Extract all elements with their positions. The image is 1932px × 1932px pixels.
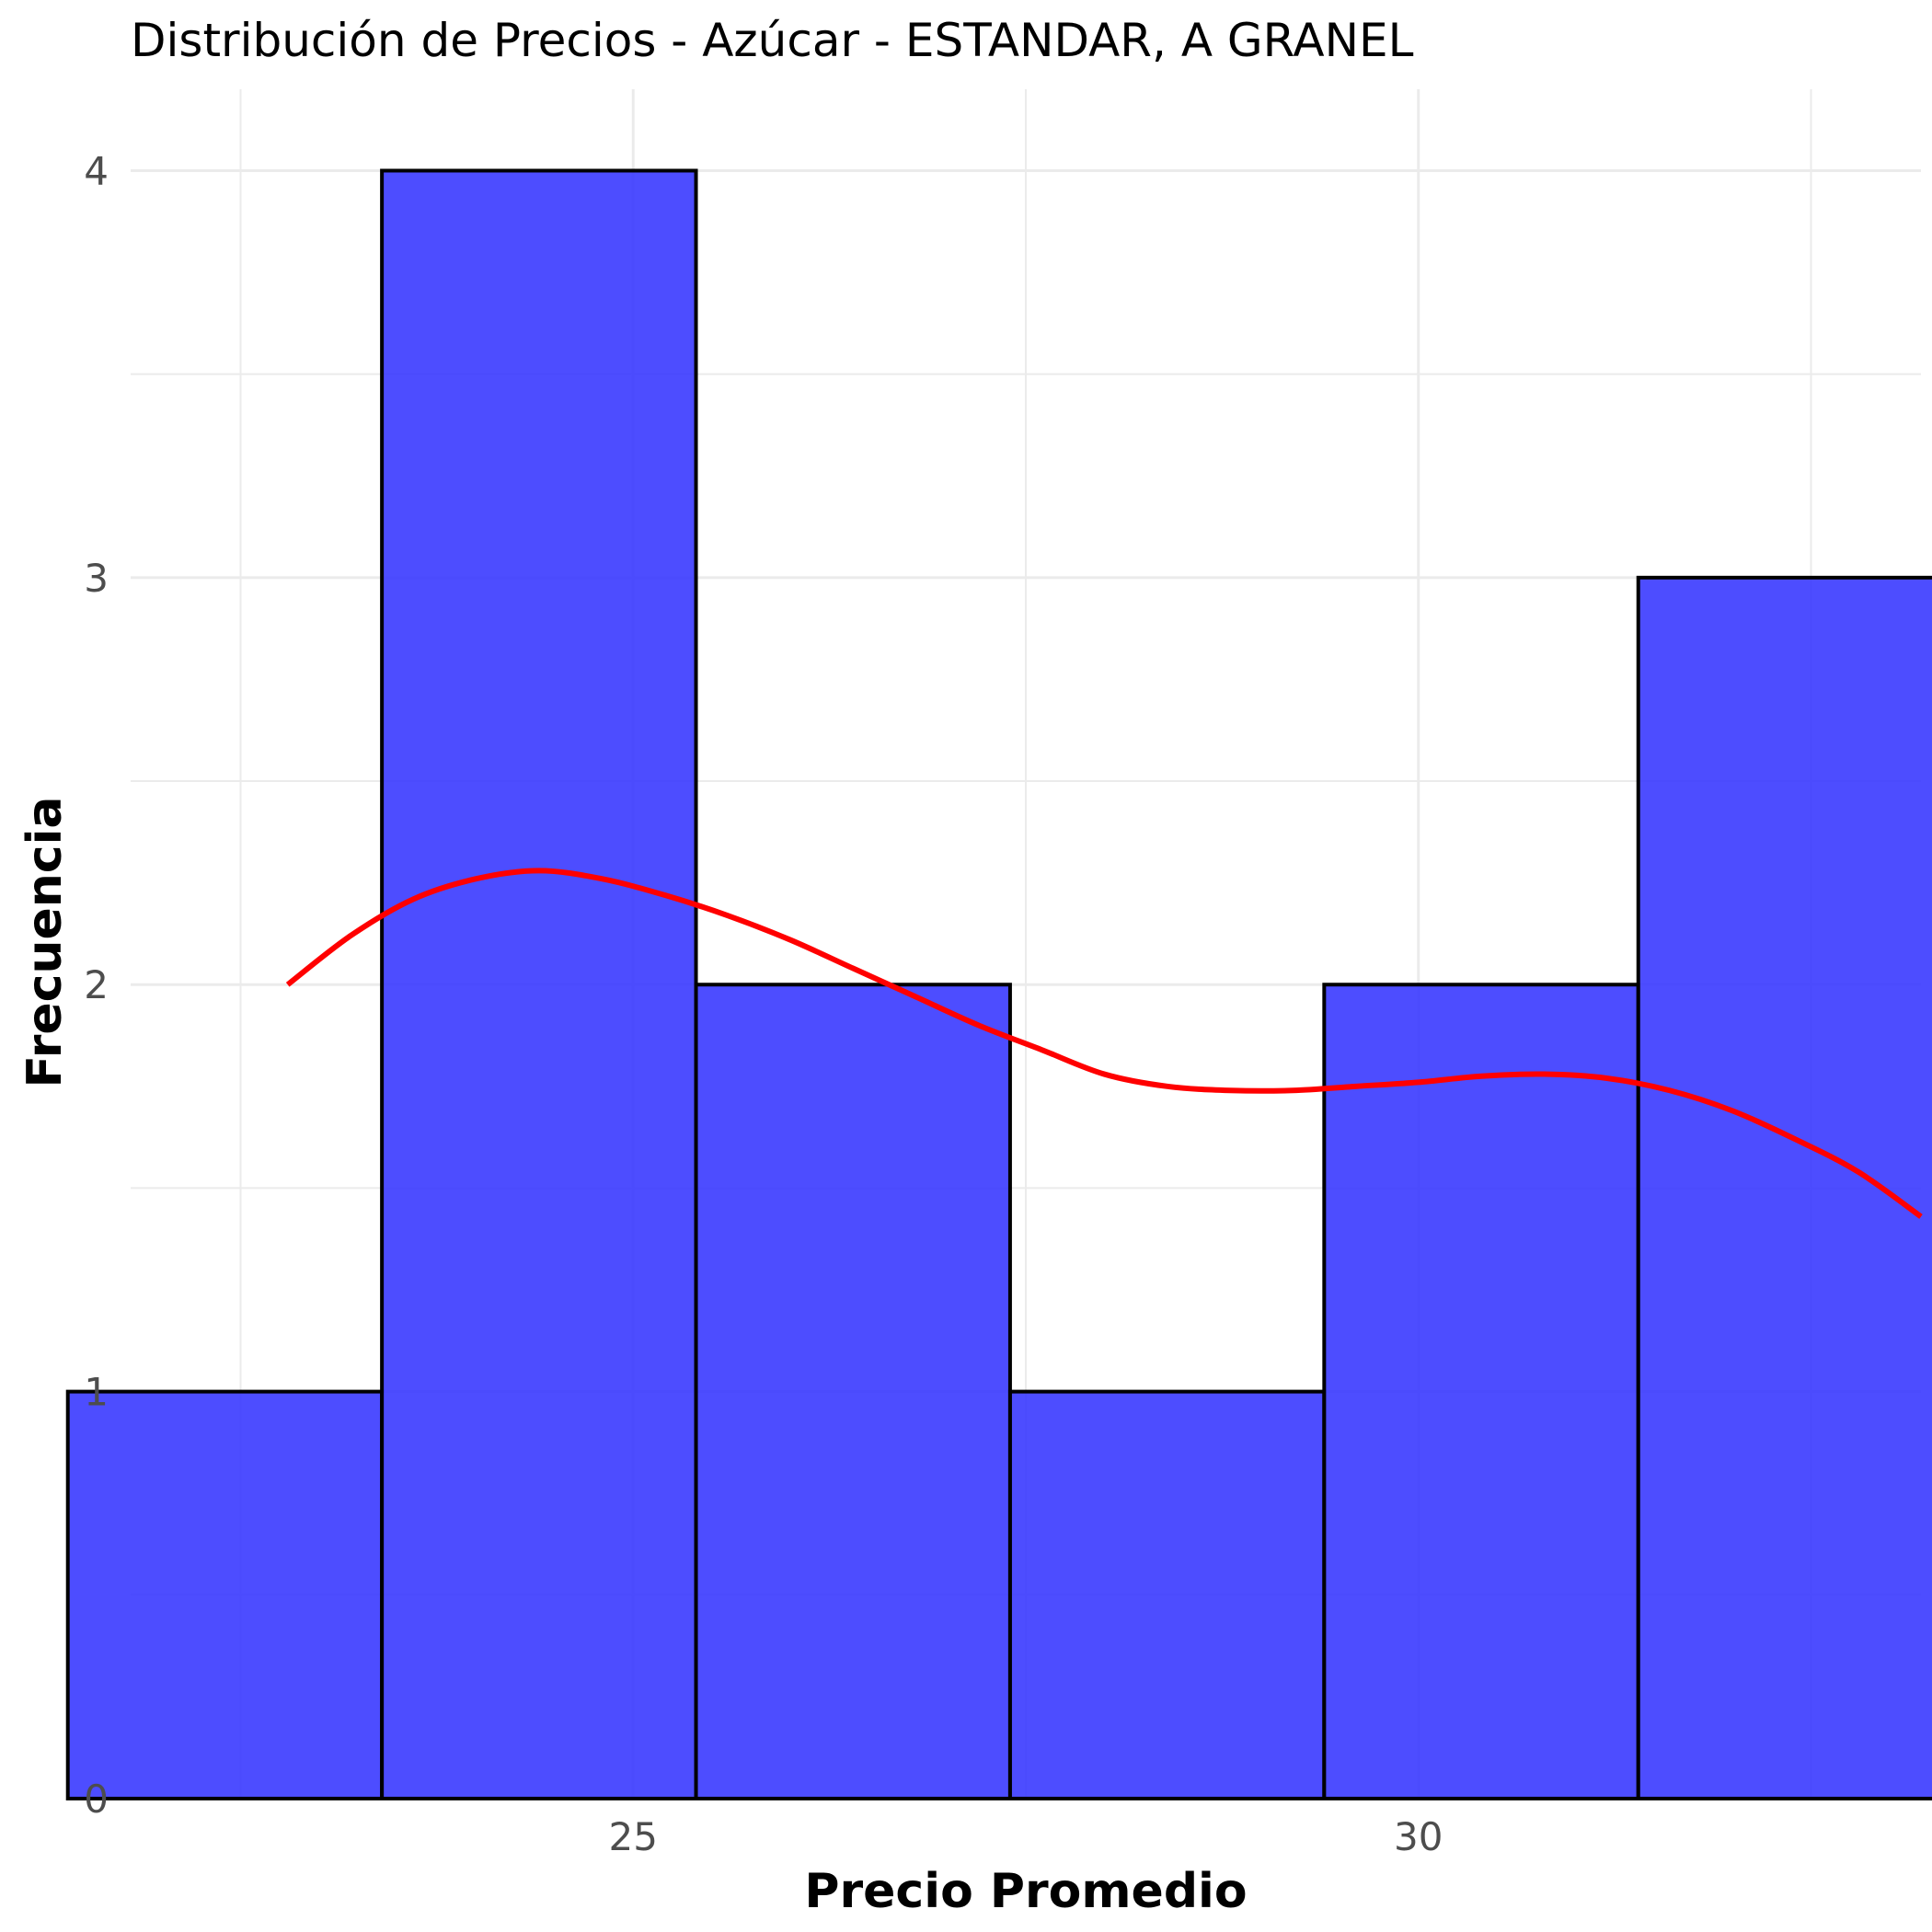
x-tick-label: 30 xyxy=(1394,1814,1443,1859)
histogram-bar xyxy=(1636,575,1932,1800)
density-curve xyxy=(285,868,1923,1219)
y-axis-ticks: 0 1 2 3 4 xyxy=(84,148,109,1822)
y-tick-label: 1 xyxy=(84,1370,109,1415)
y-tick-label: 3 xyxy=(84,556,109,601)
x-axis-title: Precio Promedio xyxy=(804,1864,1247,1919)
x-tick-label: 25 xyxy=(609,1814,658,1859)
y-axis-title: Frecuencia xyxy=(17,797,73,1088)
y-tick-label: 0 xyxy=(84,1777,109,1822)
chart-title: Distribución de Precios - Azúcar - ESTAN… xyxy=(131,14,1414,67)
histogram-bars xyxy=(65,168,1932,1800)
histogram-bar xyxy=(65,1389,385,1800)
histogram-bar xyxy=(1007,1389,1327,1800)
histogram-bar xyxy=(380,168,698,1800)
density-curve-group xyxy=(285,868,1923,1219)
histogram-bar xyxy=(694,983,1012,1800)
y-tick-label: 4 xyxy=(84,148,109,193)
histogram-bar xyxy=(1322,983,1640,1800)
x-axis-ticks: 25 30 xyxy=(609,1814,1443,1859)
y-tick-label: 2 xyxy=(84,962,109,1007)
